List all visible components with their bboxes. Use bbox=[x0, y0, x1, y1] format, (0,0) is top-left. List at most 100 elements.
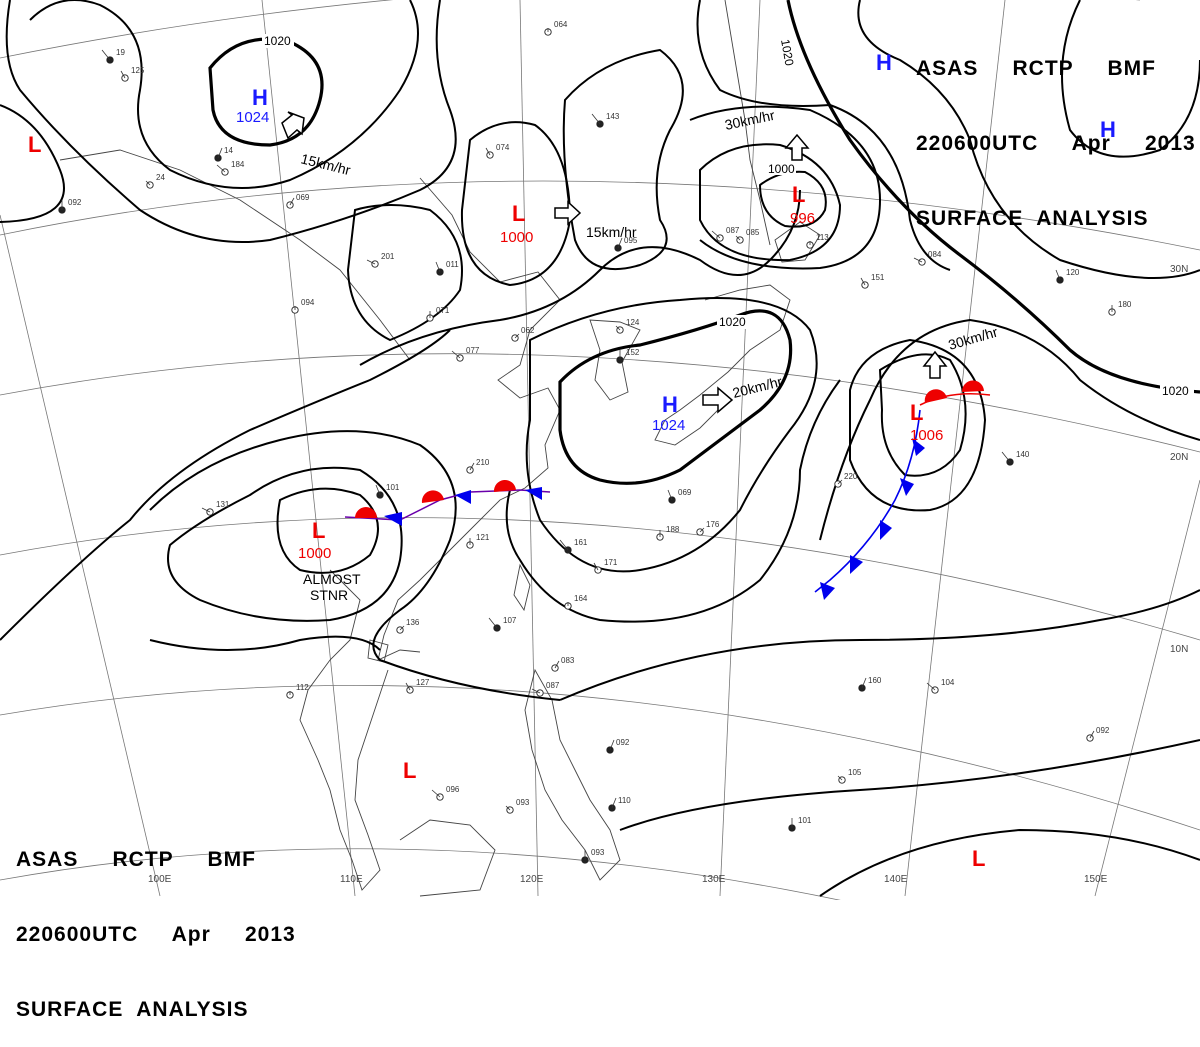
parallel bbox=[0, 0, 1140, 59]
station-pressure-value: 077 bbox=[466, 346, 480, 355]
station-wind-barb bbox=[593, 562, 599, 571]
isobar bbox=[5, 0, 457, 243]
title-line-type: SURFACE ANALYSIS bbox=[916, 207, 1149, 230]
warm-front-symbol bbox=[421, 490, 444, 503]
isobar bbox=[167, 466, 403, 622]
motion-arrows bbox=[281, 111, 948, 414]
station-pressure-value: 188 bbox=[666, 525, 680, 534]
station-pressure-value: 107 bbox=[503, 616, 517, 625]
station-wind-barb bbox=[201, 507, 211, 513]
motion-speed-label: 30km/hr bbox=[723, 107, 776, 133]
station-wind-barb bbox=[860, 277, 866, 286]
meridian bbox=[261, 0, 356, 897]
surface-analysis-chart: 100E 110E 120E 130E 140E 150E 30N 20N 10… bbox=[0, 0, 1200, 1021]
station-wind-barb bbox=[514, 333, 520, 339]
warm-front-symbol bbox=[924, 389, 947, 403]
high-pressure-symbol: H bbox=[876, 50, 892, 75]
high-pressure-symbol: H bbox=[1100, 117, 1116, 142]
title-line-time: 220600UTC Apr 2013 bbox=[16, 923, 296, 946]
station-pressure-value: 101 bbox=[798, 816, 812, 825]
station-wind-barb bbox=[1055, 269, 1061, 281]
station-wind-barb bbox=[485, 147, 491, 156]
station-wind-barb bbox=[711, 230, 721, 239]
station-pressure-value: 071 bbox=[436, 306, 450, 315]
station-pressure-value: 160 bbox=[868, 676, 882, 685]
isobar bbox=[505, 379, 841, 623]
cold-front-symbol bbox=[384, 512, 402, 526]
station-pressure-value: 180 bbox=[1118, 300, 1132, 309]
cold-front-symbol bbox=[880, 520, 892, 540]
station-wind-barb bbox=[617, 237, 623, 249]
stationary-label: ALMOST bbox=[303, 571, 361, 587]
isobar bbox=[619, 739, 1200, 831]
station-wind-barb bbox=[505, 805, 511, 811]
motion-speed-label: 15km/hr bbox=[586, 224, 637, 240]
station-wind-barb bbox=[145, 180, 151, 186]
low-pressure-value: 1000 bbox=[500, 229, 533, 246]
station-wind-barb bbox=[101, 49, 111, 61]
station-pressure-value: 096 bbox=[446, 785, 460, 794]
station-wind-barb bbox=[399, 625, 405, 631]
isobar bbox=[819, 318, 1200, 541]
motion-speed-label: 30km/hr bbox=[946, 323, 999, 352]
low-pressure-value: 1006 bbox=[910, 427, 943, 444]
longitude-label: 140E bbox=[884, 874, 908, 885]
high-pressure-value: 1024 bbox=[236, 109, 269, 126]
station-wind-barb bbox=[366, 259, 376, 265]
longitude-label: 100E bbox=[148, 874, 172, 885]
station-wind-barb bbox=[531, 688, 541, 694]
stationary-label: STNR bbox=[310, 587, 348, 603]
isobar bbox=[819, 828, 1200, 897]
station-pressure-value: 093 bbox=[516, 798, 530, 807]
station-wind-barb bbox=[1089, 730, 1095, 739]
station-pressure-value: 105 bbox=[848, 768, 862, 777]
parallel bbox=[0, 353, 1200, 453]
annotations: ALMOST STNR bbox=[303, 571, 361, 603]
title-line-time: 220600UTC Apr 2013 bbox=[916, 132, 1196, 155]
station-pressure-value: 069 bbox=[678, 488, 692, 497]
station-pressure-value: 085 bbox=[746, 228, 760, 237]
high-pressure-symbol: H bbox=[662, 392, 678, 417]
station-pressure-value: 164 bbox=[574, 594, 588, 603]
isobar bbox=[562, 48, 684, 271]
weather-map: 100E 110E 120E 130E 140E 150E 30N 20N 10… bbox=[0, 0, 1200, 1001]
pressure-systems: H 1024 H H L L 1000 L 996 L 1000 H 1024 … bbox=[28, 50, 1116, 871]
station-plots: 19 125 064 14 184 24 092 069 201 011 071 062 143 074 0… bbox=[58, 20, 1132, 864]
station-wind-barb bbox=[591, 113, 601, 125]
station-pressure-value: 24 bbox=[156, 173, 165, 182]
meridian bbox=[719, 0, 761, 897]
station-pressure-value: 152 bbox=[626, 348, 640, 357]
station-wind-barb bbox=[554, 660, 560, 669]
coastline-taiwan bbox=[513, 563, 531, 612]
station-pressure-value: 140 bbox=[1016, 450, 1030, 459]
station-wind-barb bbox=[375, 484, 381, 496]
station-pressure-value: 011 bbox=[446, 260, 459, 269]
isobar-1020 bbox=[786, 0, 1200, 394]
title-line-agency: ASAS RCTP BMF bbox=[16, 848, 256, 871]
isobar bbox=[0, 104, 65, 223]
meridian bbox=[519, 0, 539, 897]
motion-arrow bbox=[281, 111, 305, 140]
coastlines bbox=[59, 0, 821, 897]
low-pressure-symbol: L bbox=[512, 201, 525, 226]
longitude-labels: 100E 110E 120E 130E 140E 150E bbox=[148, 874, 1108, 885]
station-pressure-value: 120 bbox=[1066, 268, 1080, 277]
station-wind-barb bbox=[861, 677, 867, 689]
coastline-hokkaido bbox=[774, 221, 821, 263]
station-wind-barb bbox=[488, 617, 498, 629]
chart-title-bottom: ASAS RCTP BMF 220600UTC Apr 2013 SURFACE… bbox=[16, 797, 296, 1047]
isobar bbox=[699, 143, 842, 262]
station-pressure-value: 087 bbox=[726, 226, 740, 235]
station-pressure-value: 064 bbox=[554, 20, 568, 29]
isobar bbox=[346, 204, 463, 342]
latitude-label: 30N bbox=[1170, 264, 1188, 275]
chart-title-top: ASAS RCTP BMF 220600UTC Apr 2013 SURFACE… bbox=[916, 6, 1196, 256]
motion-labels: 15km/hr 15km/hr 30km/hr 20km/hr 30km/hr bbox=[299, 107, 999, 401]
station-wind-barb bbox=[559, 539, 569, 551]
low-pressure-symbol: L bbox=[312, 518, 325, 543]
coastline-siberia bbox=[59, 149, 411, 361]
isobar bbox=[29, 0, 419, 189]
station-pressure-value: 176 bbox=[706, 520, 720, 529]
station-pressure-value: 112 bbox=[296, 683, 309, 692]
station-pressure-value: 220 bbox=[844, 472, 858, 481]
